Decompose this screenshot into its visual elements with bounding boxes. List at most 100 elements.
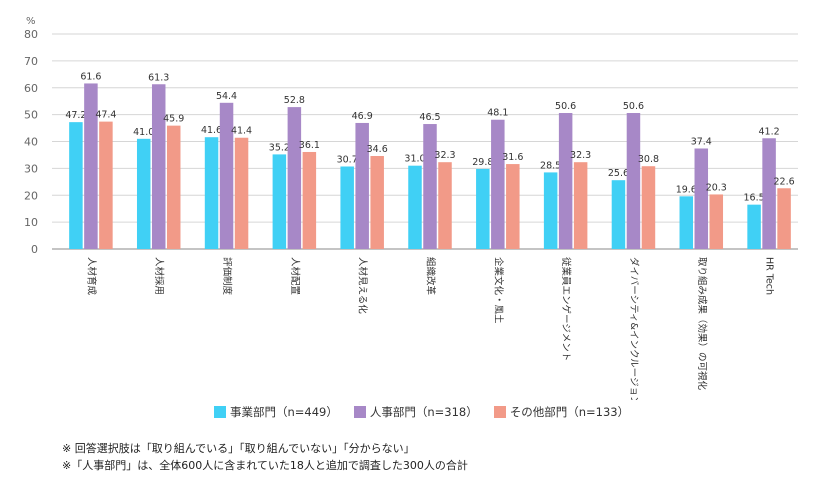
bar — [423, 124, 437, 249]
bar — [355, 122, 369, 249]
data-label: 19.6 — [676, 184, 697, 195]
bar — [302, 151, 317, 249]
bar — [136, 138, 151, 249]
data-label: 47.4 — [95, 110, 116, 121]
data-label: 22.6 — [774, 176, 795, 187]
data-label: 50.6 — [623, 101, 644, 112]
bar — [234, 137, 249, 249]
bar — [491, 119, 505, 249]
data-label: 31.0 — [404, 154, 425, 165]
bar — [641, 166, 656, 249]
data-label: 41.6 — [201, 125, 222, 136]
bar — [573, 162, 588, 249]
y-tick-label: 70 — [24, 55, 38, 68]
y-tick-label: 80 — [24, 28, 38, 41]
legend-item-business: 事業部門（n=449） — [214, 404, 338, 420]
legend-label-business: 事業部門（n=449） — [230, 405, 338, 419]
bar — [438, 162, 452, 249]
data-label: 20.3 — [706, 182, 727, 193]
x-tick-label: 人材採用 — [153, 257, 165, 295]
x-tick-label: 人材配置 — [289, 257, 301, 295]
data-label: 30.8 — [638, 154, 659, 165]
footnote-1: ※ 回答選択肢は「取り組んでいる」「取り組んでいない」「分からない」 — [62, 442, 415, 455]
y-tick-label: 0 — [31, 243, 38, 256]
bar — [272, 154, 287, 249]
data-label: 46.9 — [352, 111, 373, 122]
data-label: 36.1 — [299, 140, 320, 151]
footnote-2: ※「人事部門」は、全体600人に含まれていた18人と追加で調査した300人の合計 — [62, 459, 468, 472]
data-label: 35.2 — [269, 142, 290, 153]
bar — [69, 122, 83, 249]
bar — [476, 168, 490, 249]
legend-label-hr: 人事部門（n=318） — [369, 405, 478, 419]
bar — [558, 113, 573, 249]
data-label: 30.7 — [337, 154, 358, 165]
bar — [679, 196, 694, 249]
legend-swatch-other — [493, 406, 506, 418]
bar — [84, 83, 98, 249]
bar — [219, 102, 234, 249]
data-label: 61.3 — [148, 72, 169, 83]
data-label: 29.8 — [472, 157, 493, 168]
bar — [340, 166, 354, 249]
x-tick-label: 組織改革 — [425, 257, 437, 296]
x-tick-label: HR Tech — [764, 257, 775, 295]
data-label: 34.6 — [367, 144, 388, 155]
legend-swatch-hr — [353, 406, 366, 418]
y-tick-label: 50 — [24, 109, 38, 122]
data-label: 28.5 — [540, 160, 561, 171]
legend-swatch-business — [214, 406, 226, 418]
bar — [287, 107, 302, 249]
bar — [166, 125, 181, 249]
bar — [370, 156, 384, 249]
x-tick-label: 企業文化・風土 — [492, 257, 504, 324]
data-label: 41.0 — [133, 127, 154, 138]
chart-legend: 事業部門（n=449） 人事部門（n=318） その他部門（n=133） — [214, 404, 629, 420]
data-label: 37.4 — [691, 136, 712, 147]
y-tick-label: 40 — [24, 136, 38, 149]
legend-item-hr: 人事部門（n=318） — [353, 404, 478, 420]
x-tick-label: 従業員エンゲージメント — [560, 257, 572, 361]
bar — [777, 188, 791, 249]
y-tick-label: 60 — [24, 82, 38, 95]
data-label: 32.3 — [570, 150, 591, 161]
data-label: 45.9 — [163, 114, 184, 125]
data-label: 47.2 — [65, 110, 86, 121]
bar — [506, 164, 520, 249]
footnotes: ※ 回答選択肢は「取り組んでいる」「取り組んでいない」「分からない」 ※「人事部… — [62, 440, 468, 474]
bar — [408, 165, 422, 249]
data-label: 50.6 — [555, 101, 576, 112]
y-tick-label: 30 — [24, 162, 38, 175]
x-tick-label: 評価制度 — [221, 257, 233, 296]
bar — [762, 138, 776, 249]
data-label: 16.5 — [744, 193, 765, 204]
data-label: 52.8 — [284, 95, 305, 106]
x-tick-label: 人材見える化 — [357, 257, 369, 314]
y-tick-label: 20 — [24, 189, 38, 202]
bar — [626, 113, 641, 249]
x-tick-label: 取り組み成果（効果）の可視化 — [696, 257, 708, 391]
data-label: 41.2 — [759, 126, 780, 137]
x-tick-label: ダイバーシティ&インクルージョン — [628, 257, 640, 400]
data-label: 25.6 — [608, 168, 629, 179]
data-label: 48.1 — [487, 108, 508, 119]
x-tick-label: 人材育成 — [85, 257, 97, 296]
legend-item-other: その他部門（n=133） — [493, 404, 630, 420]
y-unit-label: % — [26, 16, 36, 27]
data-label: 41.4 — [231, 126, 252, 137]
bar — [709, 194, 724, 249]
legend-label-other: その他部門（n=133） — [509, 405, 630, 419]
data-label: 46.5 — [419, 112, 440, 123]
bar — [151, 84, 166, 249]
bar-chart: % 0 10 20 30 40 50 60 70 80 47.2 61.6 47.4 人材育成 41.0 61… — [24, 16, 798, 400]
bar — [694, 148, 709, 249]
data-label: 32.3 — [434, 150, 455, 161]
data-label: 31.6 — [502, 152, 523, 163]
bar — [204, 137, 219, 249]
bar — [543, 172, 558, 249]
bar — [611, 180, 626, 249]
bar — [99, 121, 113, 249]
data-label: 54.4 — [216, 91, 237, 102]
data-label: 61.6 — [80, 71, 101, 82]
bar — [747, 204, 761, 249]
